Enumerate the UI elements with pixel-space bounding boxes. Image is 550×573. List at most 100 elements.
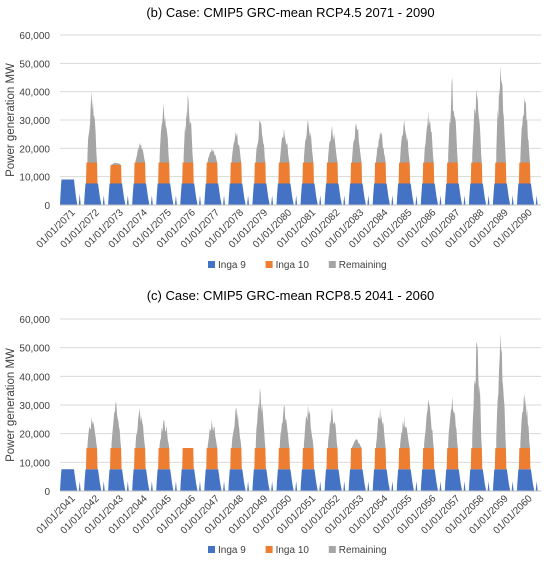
bar-remaining	[159, 103, 170, 163]
y-tick-label: 20,000	[19, 430, 50, 441]
bar-inga10	[446, 162, 459, 184]
bar-remaining	[231, 407, 242, 448]
bar-remaining	[159, 419, 170, 448]
bar-inga10	[422, 162, 435, 184]
bar-inga9-spike	[487, 481, 490, 491]
bar-inga9-spike	[174, 195, 177, 205]
bar-inga9	[396, 183, 415, 205]
bar-inga10	[230, 448, 242, 470]
bar-remaining	[448, 396, 458, 448]
bar-inga10	[326, 448, 339, 470]
bar-inga9-spike	[319, 481, 322, 491]
bar-remaining	[424, 111, 434, 163]
bar-inga9	[468, 469, 487, 491]
bar-inga9-spike	[150, 195, 153, 205]
bar-inga9-spike	[247, 195, 250, 205]
bar-inga9-spike	[463, 195, 466, 205]
bar-remaining	[87, 91, 98, 163]
bar-inga9-spike	[78, 481, 81, 491]
bar-inga9	[324, 183, 342, 205]
bar-inga10	[494, 162, 507, 184]
legend-label: Inga 10	[276, 260, 310, 271]
bar-inga10	[278, 448, 290, 470]
bar-inga10	[398, 162, 411, 184]
bar-inga9	[300, 183, 318, 205]
bar-inga10	[206, 162, 218, 184]
bar-remaining	[448, 77, 458, 163]
chart-title: (b) Case: CMIP5 GRC-mean RCP4.5 2071 - 2…	[146, 5, 434, 20]
bar-remaining	[279, 405, 290, 448]
bar-inga10	[110, 165, 122, 184]
bar-remaining	[376, 407, 386, 448]
bar-inga9-spike	[102, 481, 105, 491]
bar-inga9	[132, 183, 150, 205]
bar-inga9-spike	[199, 195, 201, 205]
bar-inga9-spike	[150, 481, 153, 491]
bar-inga9-spike	[391, 195, 394, 205]
bar-inga9	[276, 469, 294, 491]
bar-remaining	[87, 416, 98, 448]
bar-inga9-spike	[247, 481, 250, 491]
bar-inga9	[180, 183, 198, 205]
bar-inga10	[374, 448, 387, 470]
bar-inga9	[420, 469, 439, 491]
bar-inga9-spike	[126, 481, 129, 491]
bar-inga9	[108, 183, 126, 205]
bar-remaining	[327, 125, 338, 163]
chart-panel-1: (c) Case: CMIP5 GRC-mean RCP8.5 2041 - 2…	[5, 288, 541, 556]
bar-inga10	[350, 448, 363, 470]
bar-inga9-spike	[174, 481, 177, 491]
bar-inga9	[372, 183, 390, 205]
bar-inga9-spike	[126, 195, 129, 205]
bar-inga10	[158, 448, 170, 470]
bar-inga9	[276, 183, 294, 205]
bar-inga10	[470, 448, 483, 470]
legend-swatch	[208, 261, 215, 268]
bar-inga9-spike	[391, 481, 394, 491]
bar-inga9-spike	[199, 481, 201, 491]
bar-remaining	[351, 122, 362, 163]
bar-remaining	[183, 94, 194, 163]
y-tick-label: 60,000	[19, 315, 50, 326]
bar-remaining	[111, 162, 122, 166]
chart-title: (c) Case: CMIP5 GRC-mean RCP8.5 2041 - 2…	[147, 288, 435, 303]
bar-inga9-spike	[102, 195, 105, 205]
bar-inga10	[518, 448, 531, 470]
bar-remaining	[327, 407, 338, 448]
bar-inga9-spike	[415, 481, 418, 491]
bar-inga9-spike	[367, 481, 370, 491]
bar-inga9-spike	[319, 195, 322, 205]
bar-inga9-spike	[295, 481, 298, 491]
bar-remaining	[424, 399, 434, 448]
bar-remaining	[472, 341, 482, 448]
y-tick-label: 60,000	[19, 31, 50, 42]
bar-inga9	[324, 469, 342, 491]
bar-remaining	[496, 333, 506, 448]
bar-remaining	[303, 405, 314, 448]
bar-inga9-spike	[511, 481, 514, 491]
bar-inga10	[374, 162, 387, 184]
bar-inga10	[446, 448, 459, 470]
bar-inga9-spike	[439, 195, 442, 205]
bar-inga9	[228, 469, 246, 491]
bar-inga10	[302, 162, 314, 184]
y-tick-label: 50,000	[19, 59, 50, 70]
y-tick-label: 10,000	[19, 458, 50, 469]
bar-remaining	[279, 128, 290, 163]
bar-inga10	[350, 162, 363, 184]
bar-inga9	[204, 183, 222, 205]
bar-inga9	[468, 183, 487, 205]
bar-inga9	[444, 183, 463, 205]
y-tick-label: 0	[44, 487, 50, 498]
bar-inga10	[134, 448, 146, 470]
bar-inga9	[420, 183, 439, 205]
bar-remaining	[231, 131, 242, 163]
bar-inga10	[302, 448, 314, 470]
bar-remaining	[207, 419, 218, 448]
bar-inga9-spike	[535, 481, 538, 491]
bar-inga9	[348, 469, 366, 491]
bar-inga10	[518, 162, 531, 184]
bar-inga10	[326, 162, 339, 184]
